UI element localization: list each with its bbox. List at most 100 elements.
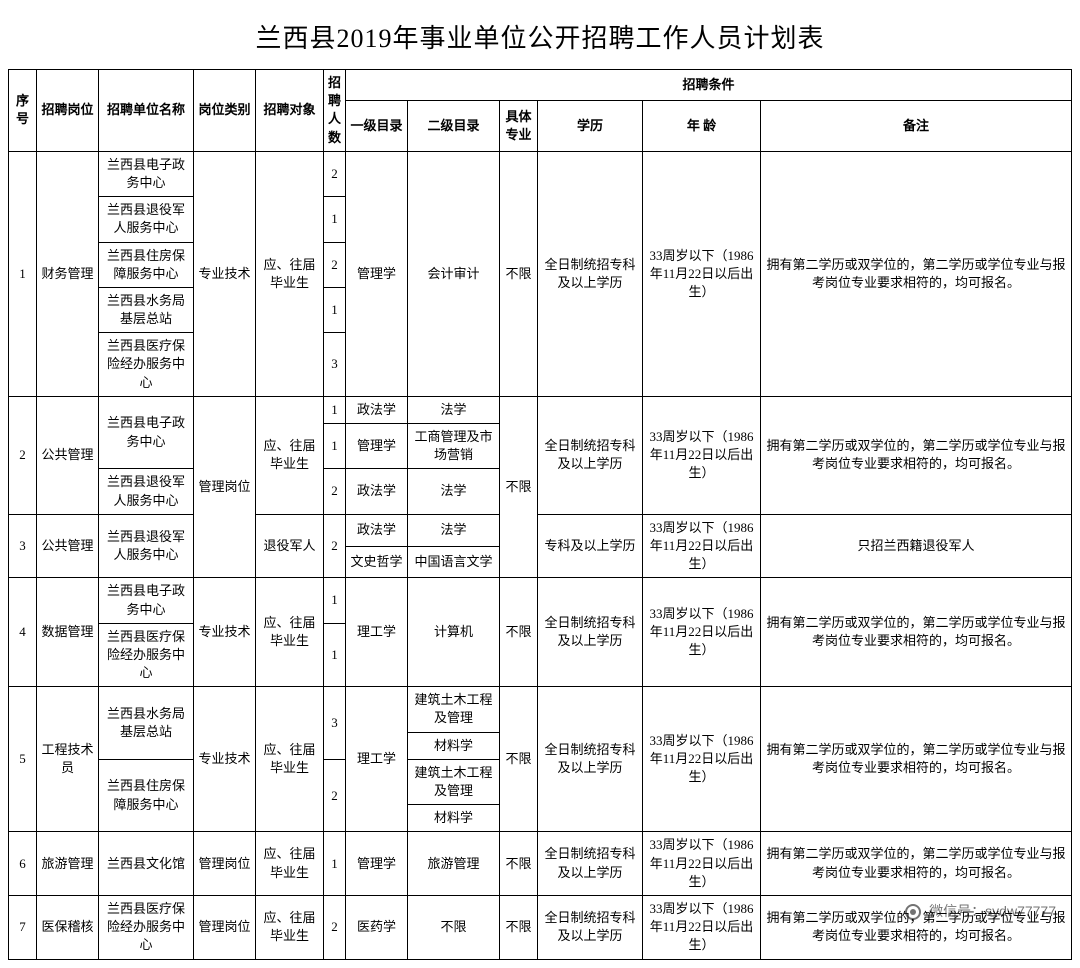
cell-unit: 兰西县电子政务中心 <box>99 396 194 469</box>
cell-cat2: 材料学 <box>408 732 500 759</box>
cell-type: 管理岗位 <box>194 832 256 896</box>
cell-num: 1 <box>324 287 346 332</box>
cell-age: 33周岁以下（1986年11月22日以后出生） <box>643 151 761 396</box>
cell-num: 2 <box>324 242 346 287</box>
cell-cat1: 理工学 <box>346 687 408 832</box>
cell-unit: 兰西县医疗保险经办服务中心 <box>99 895 194 959</box>
table-row: 7 医保稽核 兰西县医疗保险经办服务中心 管理岗位 应、往届毕业生 2 医药学 … <box>9 895 1072 959</box>
cell-note: 拥有第二学历或双学位的，第二学历或学位专业与报考岗位专业要求相符的，均可报名。 <box>761 687 1072 832</box>
cell-unit: 兰西县退役军人服务中心 <box>99 514 194 578</box>
cell-num: 1 <box>324 623 346 687</box>
cell-spec: 不限 <box>500 687 538 832</box>
cell-seq: 1 <box>9 151 37 396</box>
cell-type: 管理岗位 <box>194 396 256 578</box>
cell-type: 专业技术 <box>194 151 256 396</box>
cell-unit: 兰西县退役军人服务中心 <box>99 469 194 514</box>
cell-cat1: 管理学 <box>346 424 408 469</box>
cell-unit: 兰西县电子政务中心 <box>99 151 194 196</box>
cell-num: 2 <box>324 514 346 578</box>
cell-edu: 全日制统招专科及以上学历 <box>538 895 643 959</box>
cell-note: 只招兰西籍退役军人 <box>761 514 1072 578</box>
cell-cat1: 管理学 <box>346 151 408 396</box>
table-row: 2 公共管理 兰西县电子政务中心 管理岗位 应、往届毕业生 1 政法学 法学 不… <box>9 396 1072 423</box>
cell-age: 33周岁以下（1986年11月22日以后出生） <box>643 578 761 687</box>
cell-cat2: 法学 <box>408 514 500 546</box>
cell-pos: 公共管理 <box>37 514 99 578</box>
h-cat2: 二级目录 <box>408 100 500 151</box>
cell-seq: 7 <box>9 895 37 959</box>
cell-unit: 兰西县水务局基层总站 <box>99 287 194 332</box>
cell-cat1: 管理学 <box>346 832 408 896</box>
cell-num: 3 <box>324 333 346 397</box>
cell-cat1: 理工学 <box>346 578 408 687</box>
cell-note: 拥有第二学历或双学位的，第二学历或学位专业与报考岗位专业要求相符的，均可报名。 <box>761 832 1072 896</box>
cell-cat2: 材料学 <box>408 805 500 832</box>
h-target: 招聘对象 <box>256 70 324 152</box>
cell-unit: 兰西县退役军人服务中心 <box>99 197 194 242</box>
cell-num: 1 <box>324 424 346 469</box>
cell-spec: 不限 <box>500 396 538 578</box>
cell-pos: 财务管理 <box>37 151 99 396</box>
cell-target: 应、往届毕业生 <box>256 396 324 514</box>
cell-spec: 不限 <box>500 151 538 396</box>
table-row: 5 工程技术员 兰西县水务局基层总站 专业技术 应、往届毕业生 3 理工学 建筑… <box>9 687 1072 732</box>
table-row: 1 财务管理 兰西县电子政务中心 专业技术 应、往届毕业生 2 管理学 会计审计… <box>9 151 1072 196</box>
cell-edu: 全日制统招专科及以上学历 <box>538 687 643 832</box>
cell-num: 1 <box>324 396 346 423</box>
cell-unit: 兰西县住房保障服务中心 <box>99 759 194 832</box>
cell-num: 3 <box>324 687 346 760</box>
cell-pos: 医保稽核 <box>37 895 99 959</box>
table-row: 4 数据管理 兰西县电子政务中心 专业技术 应、往届毕业生 1 理工学 计算机 … <box>9 578 1072 623</box>
cell-spec: 不限 <box>500 578 538 687</box>
cell-num: 2 <box>324 759 346 832</box>
cell-pos: 旅游管理 <box>37 832 99 896</box>
cell-age: 33周岁以下（1986年11月22日以后出生） <box>643 396 761 514</box>
cell-note: 拥有第二学历或双学位的，第二学历或学位专业与报考岗位专业要求相符的，均可报名。 <box>761 895 1072 959</box>
cell-num: 1 <box>324 197 346 242</box>
cell-cat1: 政法学 <box>346 469 408 514</box>
cell-age: 33周岁以下（1986年11月22日以后出生） <box>643 832 761 896</box>
cell-cat2: 法学 <box>408 469 500 514</box>
cell-seq: 6 <box>9 832 37 896</box>
cell-age: 33周岁以下（1986年11月22日以后出生） <box>643 687 761 832</box>
cell-target: 退役军人 <box>256 514 324 578</box>
cell-target: 应、往届毕业生 <box>256 895 324 959</box>
cell-unit: 兰西县医疗保险经办服务中心 <box>99 623 194 687</box>
h-pos: 招聘岗位 <box>37 70 99 152</box>
cell-cat1: 政法学 <box>346 396 408 423</box>
cell-cat1: 文史哲学 <box>346 546 408 578</box>
cell-cat2: 旅游管理 <box>408 832 500 896</box>
cell-pos: 公共管理 <box>37 396 99 514</box>
cell-num: 2 <box>324 895 346 959</box>
cell-note: 拥有第二学历或双学位的，第二学历或学位专业与报考岗位专业要求相符的，均可报名。 <box>761 151 1072 396</box>
cell-cat2: 计算机 <box>408 578 500 687</box>
cell-target: 应、往届毕业生 <box>256 151 324 396</box>
cell-cat2: 建筑土木工程及管理 <box>408 759 500 804</box>
h-seq: 序号 <box>9 70 37 152</box>
cell-cat2: 建筑土木工程及管理 <box>408 687 500 732</box>
h-unit: 招聘单位名称 <box>99 70 194 152</box>
cell-cat2: 不限 <box>408 895 500 959</box>
cell-cat2: 中国语言文学 <box>408 546 500 578</box>
cell-type: 专业技术 <box>194 578 256 687</box>
cell-cat2: 工商管理及市场营销 <box>408 424 500 469</box>
cell-num: 1 <box>324 832 346 896</box>
cell-spec: 不限 <box>500 832 538 896</box>
cell-edu: 全日制统招专科及以上学历 <box>538 151 643 396</box>
h-edu: 学历 <box>538 100 643 151</box>
cell-spec: 不限 <box>500 895 538 959</box>
cell-cat2: 会计审计 <box>408 151 500 396</box>
cell-seq: 2 <box>9 396 37 514</box>
page-title: 兰西县2019年事业单位公开招聘工作人员计划表 <box>8 8 1072 69</box>
h-cat1: 一级目录 <box>346 100 408 151</box>
cell-pos: 数据管理 <box>37 578 99 687</box>
h-type: 岗位类别 <box>194 70 256 152</box>
table-row: 6 旅游管理 兰西县文化馆 管理岗位 应、往届毕业生 1 管理学 旅游管理 不限… <box>9 832 1072 896</box>
cell-seq: 4 <box>9 578 37 687</box>
cell-cat1: 医药学 <box>346 895 408 959</box>
cell-num: 2 <box>324 151 346 196</box>
cell-num: 2 <box>324 469 346 514</box>
h-cond: 招聘条件 <box>346 70 1072 101</box>
cell-pos: 工程技术员 <box>37 687 99 832</box>
cell-note: 拥有第二学历或双学位的，第二学历或学位专业与报考岗位专业要求相符的，均可报名。 <box>761 578 1072 687</box>
